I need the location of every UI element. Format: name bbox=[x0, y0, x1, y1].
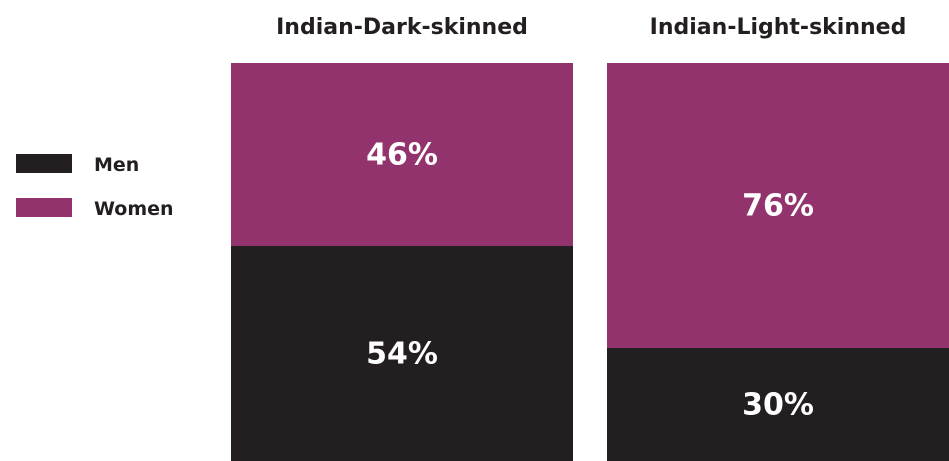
legend-swatch-women bbox=[16, 198, 72, 217]
data-label-men-light-skinned: 30% bbox=[742, 387, 814, 422]
bar-dark-skinned: 54% 46% bbox=[231, 63, 573, 461]
bar-segment-women-dark-skinned: 46% bbox=[231, 63, 573, 246]
bar-segment-women-light-skinned: 76% bbox=[607, 63, 949, 348]
legend-label-women: Women bbox=[94, 198, 174, 220]
data-label-women-light-skinned: 76% bbox=[742, 188, 814, 223]
bar-segment-men-dark-skinned: 54% bbox=[231, 246, 573, 461]
bar-light-skinned: 30% 76% bbox=[607, 63, 949, 461]
bar-segment-men-light-skinned: 30% bbox=[607, 348, 949, 461]
data-label-women-dark-skinned: 46% bbox=[366, 137, 438, 172]
legend-swatch-men bbox=[16, 154, 72, 173]
legend-label-men: Men bbox=[94, 154, 140, 176]
data-label-men-dark-skinned: 54% bbox=[366, 336, 438, 371]
column-title-light: Indian-Light-skinned bbox=[649, 15, 907, 40]
column-title-dark: Indian-Dark-skinned bbox=[276, 15, 528, 40]
